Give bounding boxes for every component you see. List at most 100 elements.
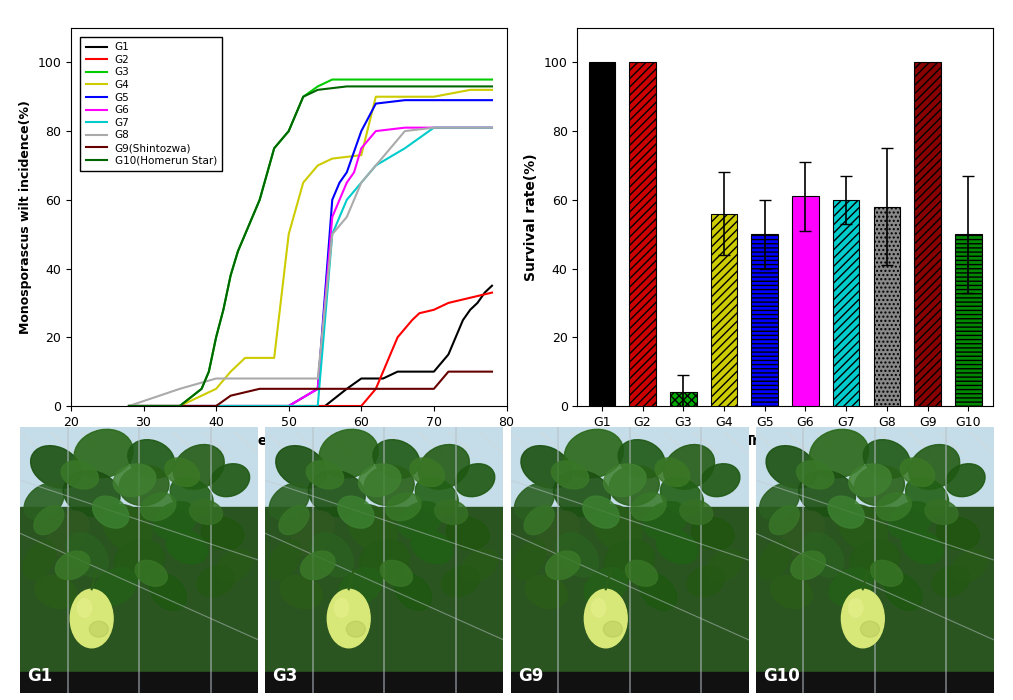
- Ellipse shape: [515, 483, 554, 520]
- G8: [356, 178, 368, 187]
- G10(Homerun Star): [217, 306, 229, 314]
- G10(Homerun Star): [253, 195, 265, 204]
- Ellipse shape: [170, 477, 213, 515]
- G6: [326, 213, 338, 221]
- G6: [123, 402, 135, 410]
- Bar: [589, 62, 615, 406]
- G4: [427, 92, 440, 101]
- G8: [370, 161, 382, 169]
- Ellipse shape: [92, 496, 129, 528]
- G10(Homerun Star): [239, 230, 251, 239]
- Ellipse shape: [643, 502, 687, 538]
- Line: G5: G5: [129, 100, 492, 406]
- G4: [297, 178, 309, 187]
- Ellipse shape: [909, 444, 959, 489]
- Ellipse shape: [34, 575, 77, 608]
- G7: [370, 161, 382, 169]
- G9(Shintozwa): [443, 368, 455, 376]
- G6: [399, 123, 411, 132]
- G8: [210, 374, 222, 383]
- G4: [210, 384, 222, 393]
- Line: G8: G8: [129, 127, 492, 406]
- Ellipse shape: [327, 589, 370, 648]
- G7: [210, 402, 222, 410]
- G10(Homerun Star): [210, 333, 222, 342]
- Ellipse shape: [319, 429, 378, 478]
- Ellipse shape: [202, 517, 244, 550]
- Bar: [511, 672, 749, 693]
- G3: [239, 230, 251, 239]
- G3: [427, 76, 440, 84]
- Ellipse shape: [618, 440, 665, 478]
- Ellipse shape: [625, 561, 657, 586]
- G8: [326, 230, 338, 239]
- G2: [370, 384, 382, 393]
- Ellipse shape: [359, 464, 401, 496]
- G2: [246, 402, 258, 410]
- Ellipse shape: [23, 540, 56, 580]
- G8: [486, 123, 498, 132]
- Ellipse shape: [902, 530, 943, 564]
- Ellipse shape: [801, 533, 844, 577]
- G5: [356, 127, 368, 135]
- Ellipse shape: [937, 517, 980, 550]
- Ellipse shape: [631, 493, 667, 521]
- Ellipse shape: [77, 598, 92, 617]
- G3: [123, 402, 135, 410]
- Ellipse shape: [94, 568, 137, 606]
- Ellipse shape: [593, 505, 642, 552]
- G4: [239, 354, 251, 362]
- Ellipse shape: [334, 598, 348, 617]
- G1: [450, 333, 462, 342]
- G5: [326, 195, 338, 204]
- G1: [443, 350, 455, 358]
- Ellipse shape: [687, 566, 724, 596]
- G10(Homerun Star): [312, 85, 324, 94]
- Ellipse shape: [525, 575, 567, 608]
- G10(Homerun Star): [297, 92, 309, 101]
- Ellipse shape: [791, 551, 826, 580]
- G8: [283, 374, 295, 383]
- Ellipse shape: [707, 549, 743, 582]
- G5: [312, 384, 324, 393]
- G4: [356, 151, 368, 160]
- G3: [356, 76, 368, 84]
- Ellipse shape: [311, 533, 354, 577]
- G5: [340, 168, 353, 176]
- Line: G10(Homerun Star): G10(Homerun Star): [129, 86, 492, 406]
- Ellipse shape: [166, 530, 208, 564]
- G1: [174, 402, 186, 410]
- Ellipse shape: [849, 598, 863, 617]
- Ellipse shape: [850, 540, 900, 580]
- Ellipse shape: [398, 502, 442, 538]
- Ellipse shape: [759, 540, 791, 580]
- Text: G9: G9: [518, 667, 543, 685]
- Ellipse shape: [925, 500, 958, 524]
- Text: G10: G10: [763, 667, 799, 685]
- G2: [443, 299, 455, 307]
- G9(Shintozwa): [427, 384, 440, 393]
- G1: [427, 368, 440, 376]
- Ellipse shape: [114, 540, 164, 580]
- G3: [203, 368, 215, 376]
- Bar: [873, 206, 901, 406]
- Bar: [20, 427, 258, 512]
- Ellipse shape: [61, 461, 98, 489]
- Ellipse shape: [394, 573, 432, 610]
- Bar: [955, 234, 982, 406]
- G4: [283, 230, 295, 239]
- Ellipse shape: [279, 505, 309, 535]
- Ellipse shape: [660, 477, 703, 515]
- G8: [427, 123, 440, 132]
- Ellipse shape: [380, 561, 412, 586]
- G1: [464, 306, 476, 314]
- G10(Homerun Star): [174, 402, 186, 410]
- Ellipse shape: [455, 463, 494, 497]
- G2: [356, 402, 368, 410]
- Ellipse shape: [888, 502, 932, 538]
- Bar: [915, 62, 941, 406]
- G3: [486, 76, 498, 84]
- G1: [377, 374, 389, 383]
- G6: [210, 402, 222, 410]
- G6: [370, 127, 382, 135]
